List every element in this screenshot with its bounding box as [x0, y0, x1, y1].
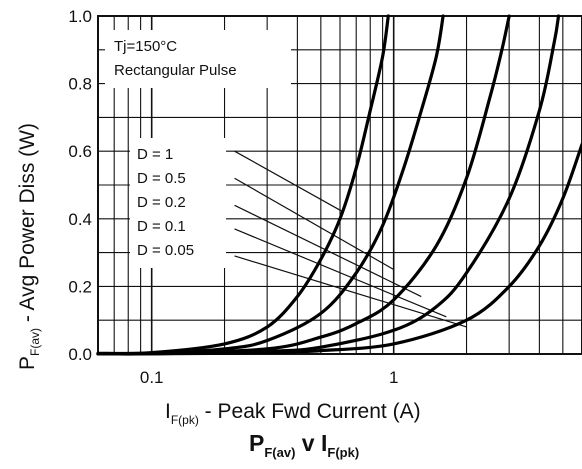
- duty-curves: [96, 14, 582, 356]
- y-tick-label: 0.0: [68, 345, 92, 364]
- x-axis-label-post: - Peak Fwd Current (A): [199, 400, 421, 423]
- y-axis-label-sub: F(av): [28, 328, 42, 356]
- x-axis-label-sub: F(pk): [171, 413, 199, 427]
- series-line-d-0-05: [96, 142, 582, 356]
- marker-line-d-1: [234, 150, 344, 213]
- x-tick-labels: 0.1 1: [140, 368, 399, 387]
- y-axis-label-post: - Avg Power Diss (W): [16, 123, 39, 328]
- legend-entry-d-0-1: D = 0.1: [137, 218, 186, 235]
- chart-title-sub2: F(pk): [327, 445, 359, 460]
- y-tick-label: 0.6: [68, 142, 92, 161]
- y-tick-label: 0.2: [68, 277, 92, 296]
- legend-entry-d-1: D = 1: [137, 146, 173, 163]
- legend-entry-d-0-2: D = 0.2: [137, 194, 186, 211]
- legend-box: [130, 138, 226, 268]
- y-axis-label-pre: P: [16, 356, 39, 370]
- duty-marker-lines: [234, 150, 467, 328]
- y-tick-label: 1.0: [68, 7, 92, 26]
- plot-frame: [97, 15, 582, 355]
- x-tick-label: 0.1: [140, 368, 164, 387]
- x-tick-label: 1: [389, 368, 398, 387]
- legend-entry-d-0-05: D = 0.05: [137, 242, 194, 259]
- chart-title-main: P: [249, 430, 264, 456]
- annotation-box: [105, 30, 291, 88]
- x-axis-label-pre: I: [165, 400, 171, 423]
- marker-line-d-0-1: [234, 228, 447, 318]
- y-tick-labels: 0.0 0.2 0.4 0.6 0.8 1.0: [68, 7, 92, 364]
- chart-title-sub: F(av): [264, 445, 295, 460]
- annotation-tj: Tj=150°C: [114, 38, 177, 55]
- marker-line-d-0-2: [234, 204, 422, 298]
- chart-title: PF(av) v IF(pk): [249, 430, 359, 460]
- marker-line-d-0-05: [234, 255, 467, 328]
- y-axis-label: PF(av) - Avg Power Diss (W): [16, 123, 42, 370]
- legend: D = 1 D = 0.5 D = 0.2 D = 0.1 D = 0.05: [137, 146, 194, 259]
- y-tick-label: 0.8: [68, 75, 92, 94]
- legend-entry-d-0-5: D = 0.5: [137, 170, 186, 187]
- series-line-d-1: [96, 14, 390, 356]
- chart-title-mid: v I: [295, 430, 327, 456]
- x-axis-label: IF(pk) - Peak Fwd Current (A): [165, 400, 421, 427]
- y-tick-label: 0.4: [68, 210, 92, 229]
- annotation-pulse: Rectangular Pulse: [114, 62, 237, 79]
